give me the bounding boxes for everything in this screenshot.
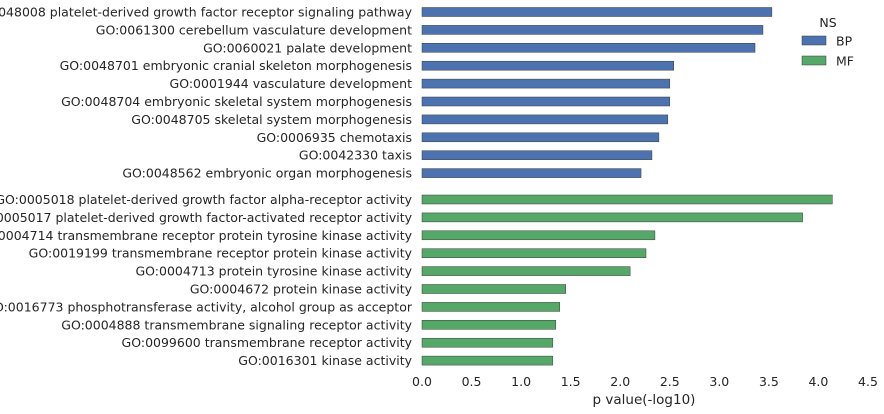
category-label: GO:0005017 platelet-derived growth facto… bbox=[0, 210, 413, 225]
category-label: GO:0004714 transmembrane receptor protei… bbox=[0, 228, 413, 243]
x-tick-label: 4.0 bbox=[808, 374, 828, 389]
bar-bp-8 bbox=[421, 150, 653, 160]
category-label: GO:0006935 chemotaxis bbox=[257, 130, 412, 145]
category-label: GO:0019199 transmembrane receptor protei… bbox=[29, 246, 413, 261]
x-axis-ticks: 0.0 0.5 1.0 1.5 2.0 2.5 3.0 3.5 4.0 4.5 bbox=[412, 374, 878, 389]
bar-mf-6 bbox=[421, 302, 561, 312]
legend-swatch-mf bbox=[801, 55, 827, 66]
x-tick-label: 3.5 bbox=[759, 374, 779, 389]
bar-mf-8 bbox=[421, 337, 554, 348]
category-label: GO:0016773 phosphotransferase activity, … bbox=[0, 299, 413, 314]
category-label: GO:0016301 kinase activity bbox=[238, 353, 412, 368]
bar-mf-1 bbox=[421, 212, 803, 223]
category-label: GO:0061300 cerebellum vasculature develo… bbox=[96, 22, 412, 37]
bar-mf-4 bbox=[421, 266, 631, 276]
bar-mf-3 bbox=[421, 248, 647, 258]
bar-mf-5 bbox=[421, 284, 566, 294]
legend-label-mf: MF bbox=[836, 54, 854, 69]
bar-bp-5 bbox=[421, 96, 671, 107]
category-label: GO:0060021 palate development bbox=[203, 40, 412, 55]
category-labels: GO:0048008 platelet-derived growth facto… bbox=[0, 5, 413, 369]
x-tick-label: 0.0 bbox=[412, 374, 432, 389]
bar-mf-0 bbox=[421, 194, 833, 205]
bar-mf-2 bbox=[421, 230, 656, 241]
x-tick-label: 1.5 bbox=[561, 374, 581, 389]
legend-items: BP MF bbox=[801, 34, 854, 69]
bar-bp-0 bbox=[421, 7, 773, 17]
bar-bp-7 bbox=[421, 132, 660, 143]
category-label: GO:0042330 taxis bbox=[299, 148, 412, 163]
legend-title: NS bbox=[819, 15, 836, 30]
category-label: GO:0099600 transmembrane receptor activi… bbox=[122, 335, 413, 350]
category-label: GO:0005018 platelet-derived growth facto… bbox=[0, 192, 413, 207]
x-tick-label: 1.0 bbox=[511, 374, 531, 389]
x-tick-label: 3.0 bbox=[709, 374, 729, 389]
category-label: GO:0001944 vasculature development bbox=[170, 76, 413, 91]
bar-bp-9 bbox=[421, 168, 642, 178]
x-tick-label: 0.5 bbox=[462, 374, 482, 389]
category-label: GO:0048562 embryonic organ morphogenesis bbox=[122, 166, 412, 181]
bar-bp-1 bbox=[421, 25, 764, 35]
category-label: GO:0048704 embryonic skeletal system mor… bbox=[61, 94, 412, 109]
legend-label-bp: BP bbox=[836, 34, 853, 49]
bar-bp-4 bbox=[421, 78, 671, 89]
bar-bp-6 bbox=[421, 114, 669, 125]
bar-bp-3 bbox=[421, 60, 674, 71]
legend: NS BP MF bbox=[801, 15, 854, 69]
category-label: GO:0004713 protein tyrosine kinase activ… bbox=[136, 264, 413, 279]
x-tick-label: 2.5 bbox=[660, 374, 680, 389]
bar-mf-7 bbox=[421, 320, 557, 330]
bar-mf-9 bbox=[421, 355, 554, 366]
category-label: GO:0048705 skeletal system morphogenesis bbox=[131, 112, 412, 127]
x-tick-label: 2.0 bbox=[610, 374, 630, 389]
bars-layer bbox=[421, 7, 833, 366]
category-label: GO:0048008 platelet-derived growth facto… bbox=[0, 5, 413, 20]
category-label: GO:0004672 protein kinase activity bbox=[190, 282, 413, 297]
x-tick-label: 4.5 bbox=[858, 374, 878, 389]
legend-swatch-bp bbox=[801, 35, 827, 46]
category-label: GO:0048701 embryonic cranial skeleton mo… bbox=[60, 58, 412, 73]
category-label: GO:0004888 transmembrane signaling recep… bbox=[61, 317, 412, 332]
bar-bp-2 bbox=[421, 43, 756, 53]
x-axis-title: p value(-log10) bbox=[593, 392, 696, 408]
